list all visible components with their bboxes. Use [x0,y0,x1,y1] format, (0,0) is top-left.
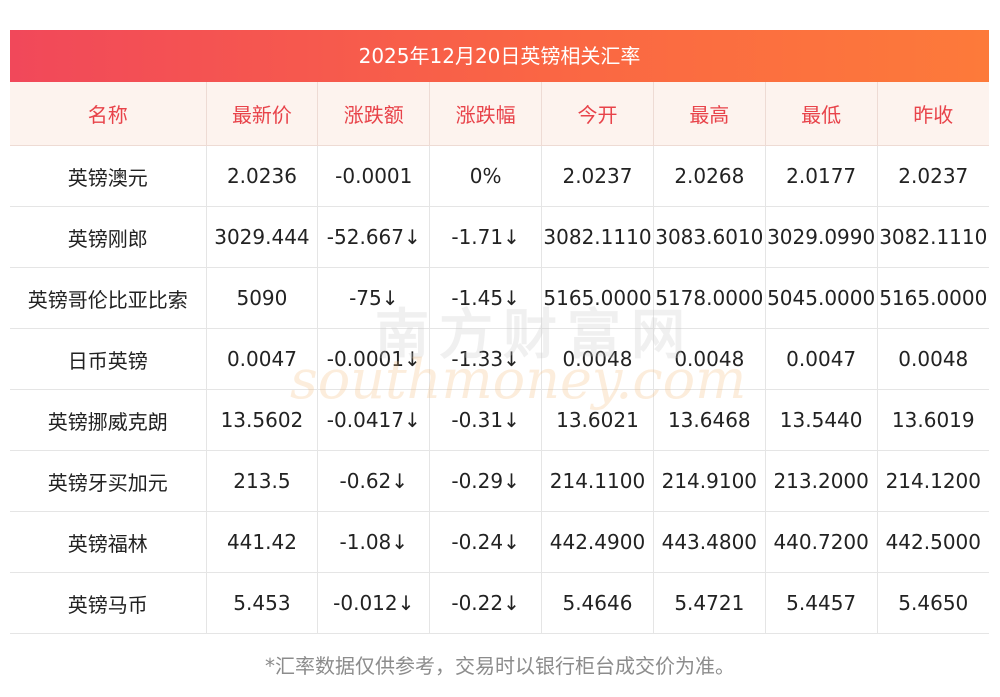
cell-change: -75↓ [317,267,431,329]
column-header-change: 涨跌额 [317,82,431,146]
cell-change: -1.08↓ [317,511,431,573]
cell-latest: 5.453 [206,572,319,634]
cell-latest: 213.5 [206,450,319,512]
cell-prev-close: 5.4650 [877,572,989,634]
table-row: 英镑牙买加元 213.5 -0.62↓ -0.29↓ 214.1100 214.9100 2… [10,450,989,512]
cell-latest: 13.5602 [206,389,319,451]
cell-prev-close: 3082.1110 [877,206,989,268]
table-header-row: 名称 最新价 涨跌额 涨跌幅 今开 最高 最低 昨收 [10,82,989,146]
cell-high: 5178.0000 [653,267,766,329]
cell-high: 0.0048 [653,328,766,390]
cell-change-pct: -0.22↓ [429,572,543,634]
cell-prev-close: 214.1200 [877,450,989,512]
cell-name: 英镑马币 [10,572,207,634]
disclaimer-footnote: *汇率数据仅供参考，交易时以银行柜台成交价为准。 [265,654,735,678]
cell-high: 5.4721 [653,572,766,634]
cell-change: -0.0417↓ [317,389,431,451]
cell-prev-close: 13.6019 [877,389,989,451]
column-header-change-pct: 涨跌幅 [429,82,543,146]
cell-name: 英镑刚郎 [10,206,207,268]
cell-prev-close: 5165.0000 [877,267,989,329]
cell-open: 5.4646 [541,572,654,634]
column-header-prev-close: 昨收 [877,82,989,146]
cell-change: -0.0001 [317,145,431,207]
cell-open: 5165.0000 [541,267,654,329]
cell-change-pct: -0.24↓ [429,511,543,573]
cell-prev-close: 2.0237 [877,145,989,207]
cell-change-pct: -1.33↓ [429,328,543,390]
cell-high: 2.0268 [653,145,766,207]
cell-open: 214.1100 [541,450,654,512]
cell-low: 0.0047 [765,328,878,390]
table-row: 英镑哥伦比亚比索 5090 -75↓ -1.45↓ 5165.0000 5178.0000… [10,267,989,329]
cell-name: 英镑牙买加元 [10,450,207,512]
cell-high: 214.9100 [653,450,766,512]
cell-open: 13.6021 [541,389,654,451]
cell-change: -0.012↓ [317,572,431,634]
cell-prev-close: 442.5000 [877,511,989,573]
cell-name: 英镑福林 [10,511,207,573]
cell-latest: 5090 [206,267,319,329]
cell-high: 443.4800 [653,511,766,573]
table-title: 2025年12月20日英镑相关汇率 [10,30,989,82]
column-header-high: 最高 [653,82,766,146]
column-header-name: 名称 [10,82,207,146]
cell-prev-close: 0.0048 [877,328,989,390]
cell-change-pct: 0% [429,145,543,207]
cell-change-pct: -1.71↓ [429,206,543,268]
table-row: 英镑挪威克朗 13.5602 -0.0417↓ -0.31↓ 13.6021 13.646… [10,389,989,451]
cell-open: 0.0048 [541,328,654,390]
cell-latest: 2.0236 [206,145,319,207]
cell-low: 3029.0990 [765,206,878,268]
cell-change: -0.0001↓ [317,328,431,390]
cell-latest: 0.0047 [206,328,319,390]
exchange-rate-table: 名称 最新价 涨跌额 涨跌幅 今开 最高 最低 昨收 英镑澳元 2.0236 -0.… [10,82,989,634]
cell-name: 英镑澳元 [10,145,207,207]
table-row: 日币英镑 0.0047 -0.0001↓ -1.33↓ 0.0048 0.0048 0.00… [10,328,989,390]
cell-name: 日币英镑 [10,328,207,390]
cell-open: 442.4900 [541,511,654,573]
cell-change-pct: -1.45↓ [429,267,543,329]
cell-latest: 441.42 [206,511,319,573]
cell-low: 5045.0000 [765,267,878,329]
cell-low: 5.4457 [765,572,878,634]
table-row: 英镑马币 5.453 -0.012↓ -0.22↓ 5.4646 5.4721 5.4457… [10,572,989,634]
cell-name: 英镑哥伦比亚比索 [10,267,207,329]
cell-low: 213.2000 [765,450,878,512]
cell-low: 440.7200 [765,511,878,573]
cell-change-pct: -0.29↓ [429,450,543,512]
cell-change: -0.62↓ [317,450,431,512]
column-header-low: 最低 [765,82,878,146]
cell-low: 2.0177 [765,145,878,207]
cell-open: 2.0237 [541,145,654,207]
column-header-open: 今开 [541,82,654,146]
cell-high: 13.6468 [653,389,766,451]
table-row: 英镑刚郎 3029.444 -52.667↓ -1.71↓ 3082.1110 3083.… [10,206,989,268]
cell-name: 英镑挪威克朗 [10,389,207,451]
table-row: 英镑澳元 2.0236 -0.0001 0% 2.0237 2.0268 2.0177 2.0… [10,145,989,207]
table-row: 英镑福林 441.42 -1.08↓ -0.24↓ 442.4900 443.4800 44… [10,511,989,573]
exchange-rate-card: 2025年12月20日英镑相关汇率 名称 最新价 涨跌额 涨跌幅 今开 最高 最… [10,30,989,634]
cell-change: -52.667↓ [317,206,431,268]
cell-open: 3082.1110 [541,206,654,268]
column-header-latest: 最新价 [206,82,319,146]
cell-high: 3083.6010 [653,206,766,268]
cell-low: 13.5440 [765,389,878,451]
cell-change-pct: -0.31↓ [429,389,543,451]
cell-latest: 3029.444 [206,206,319,268]
